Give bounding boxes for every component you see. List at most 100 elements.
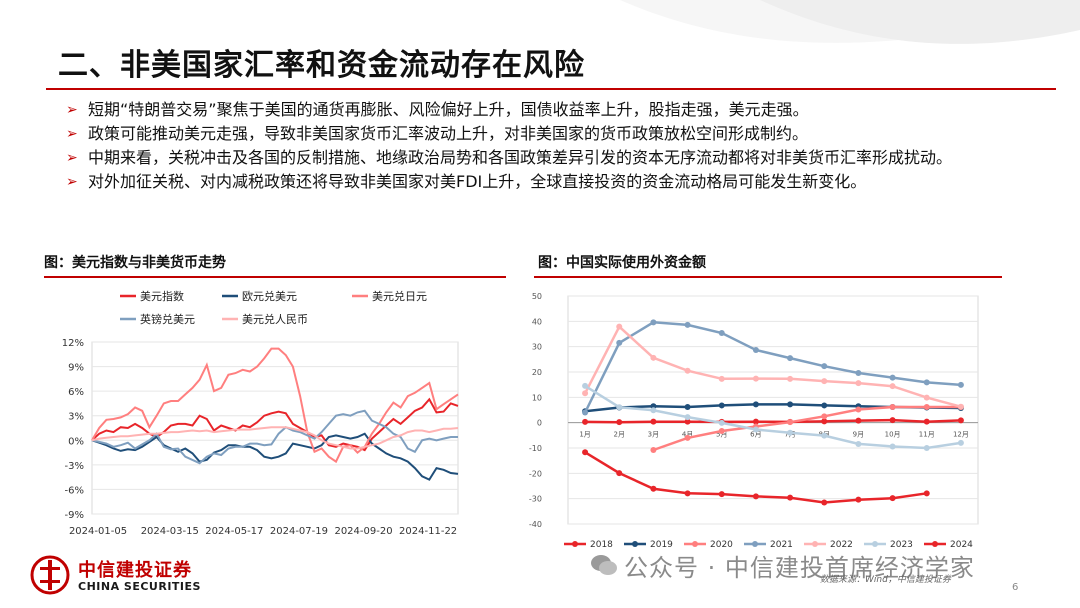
data-point [650,418,657,425]
arrow-icon: ➢ [66,102,78,118]
data-point [582,418,589,425]
data-point [616,323,623,330]
data-point [684,414,691,421]
data-point [787,419,794,426]
data-point [582,409,589,416]
data-point [616,470,623,477]
data-point [821,363,828,370]
watermark-text: 公众号 · 中信建投首席经济学家 [624,554,975,582]
data-point [787,375,794,382]
bullet-item: ➢ 中期来看，关税冲击及各国的反制措施、地缘政治局势和各国政策差异引发的资本无序流… [66,146,1046,170]
data-point [718,329,725,336]
x-tick-label: 11月 [919,431,935,439]
legend-label: 美元指数 [140,289,184,303]
legend-marker [572,541,578,547]
series-line [91,426,459,450]
data-point [752,346,759,353]
data-point [889,495,896,502]
company-logo-icon [30,555,70,595]
x-tick-label: 10月 [885,431,901,439]
x-tick-label: 2024-05-17 [205,526,263,537]
fdi-line-chart: -40-30-20-10010203040501月2月3月4月5月6月7月8月9… [529,292,979,550]
series-line [584,384,962,450]
y-tick-label: -9% [65,510,84,521]
data-point [821,499,828,506]
arrow-icon: ➢ [66,174,78,190]
y-tick-label: -30 [529,495,542,504]
series-line [583,324,962,408]
data-point [923,394,930,401]
y-tick-label: 30 [532,343,542,352]
data-point [787,355,794,362]
data-point [582,449,589,456]
x-tick-label: 9月 [853,431,864,439]
data-point [923,490,930,497]
legend-label: 2020 [710,540,733,550]
legend-label: 英镑兑美元 [140,312,195,326]
y-tick-label: 9% [68,363,84,374]
y-tick-label: 50 [532,292,542,301]
x-tick-label: 2024-01-05 [69,526,127,537]
data-point [718,428,725,435]
legend-label: 美元兑日元 [372,289,427,303]
x-tick-label: 3月 [648,431,659,439]
series-line [91,409,458,465]
bullet-item: ➢ 对外加征关税、对内减税政策还将导致非美国家对美FDI上升，全球直接投资的资金流… [66,170,1046,194]
data-point [787,429,794,436]
arrow-icon: ➢ [66,126,78,142]
x-tick-label: 2024-11-22 [399,526,457,537]
data-point [889,403,896,410]
bullet-text: 中期来看，关税冲击及各国的反制措施、地缘政治局势和各国政策差异引发的资本无序流动… [88,148,953,167]
x-tick-label: 1月 [579,431,590,439]
data-point [787,494,794,501]
data-point [650,354,657,361]
data-point [718,491,725,498]
fx-line-chart: -9% -6% -3% 0% 3% 6% 9% 12% 2024-01-05 2024-03-15… [62,289,459,537]
left-chart-underline [44,276,506,278]
data-point [855,380,862,387]
data-point [718,402,725,409]
data-point [855,496,862,503]
data-point [821,413,828,420]
data-point [923,418,930,425]
data-point [650,485,657,492]
data-point [752,401,759,408]
legend-marker [932,541,938,547]
data-point [889,417,896,424]
page-number: 6 [1012,582,1019,593]
data-point [684,367,691,374]
x-tick-label: 12月 [953,431,969,439]
x-tick-label: 5月 [716,431,727,439]
y-tick-label: -20 [529,469,542,478]
data-point [821,402,828,409]
data-point [684,403,691,410]
legend-label: 2023 [890,540,913,550]
data-point [821,418,828,425]
logo-english-text: CHINA SECURITIES [78,580,201,593]
data-point [752,493,759,500]
data-point [684,418,691,425]
y-tick-label: 20 [532,368,542,377]
data-point [616,419,623,426]
data-point [855,417,862,424]
series-line [585,418,961,424]
data-point [957,403,964,410]
x-tick-label: 2024-03-15 [141,526,199,537]
data-point [616,339,623,346]
data-point [923,379,930,386]
series-line [652,405,961,452]
series-line [91,397,459,452]
legend-marker [692,541,698,547]
title-underline [46,88,1056,90]
data-point [957,417,964,424]
legend-label: 2024 [950,540,973,550]
data-point [855,370,862,377]
data-point [684,321,691,328]
data-point [684,434,691,441]
y-tick-label: -40 [529,520,542,529]
background-decoration [620,0,1080,44]
data-point [650,319,657,326]
y-tick-label: 0% [68,436,84,447]
data-point [855,406,862,413]
data-point [889,374,896,381]
